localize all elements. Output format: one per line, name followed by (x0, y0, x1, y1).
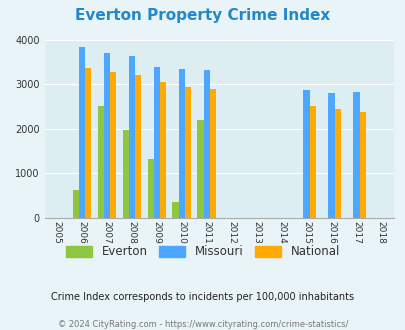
Bar (122, 130, 128, 218)
Bar (209, 89, 215, 218)
Bar (128, 56, 135, 218)
Bar (135, 75, 141, 218)
Legend: Everton, Missouri, National: Everton, Missouri, National (61, 241, 344, 263)
Bar (352, 92, 359, 218)
Bar (197, 120, 203, 218)
Text: Crime Index corresponds to incidents per 100,000 inhabitants: Crime Index corresponds to incidents per… (51, 292, 354, 302)
Bar (328, 93, 334, 218)
Bar (147, 158, 153, 218)
Bar (98, 106, 104, 218)
Bar (178, 69, 185, 218)
Bar (160, 82, 166, 218)
Bar (203, 70, 209, 218)
Bar (172, 202, 178, 218)
Bar (359, 112, 365, 218)
Bar (334, 109, 340, 218)
Bar (79, 47, 85, 218)
Bar (110, 72, 116, 218)
Bar (104, 52, 110, 218)
Bar (153, 67, 160, 218)
Bar (303, 90, 309, 218)
Bar (85, 68, 91, 218)
Bar (185, 87, 191, 218)
Bar (309, 106, 315, 218)
Text: © 2024 CityRating.com - https://www.cityrating.com/crime-statistics/: © 2024 CityRating.com - https://www.city… (58, 320, 347, 329)
Text: Everton Property Crime Index: Everton Property Crime Index (75, 8, 330, 23)
Bar (72, 190, 79, 218)
